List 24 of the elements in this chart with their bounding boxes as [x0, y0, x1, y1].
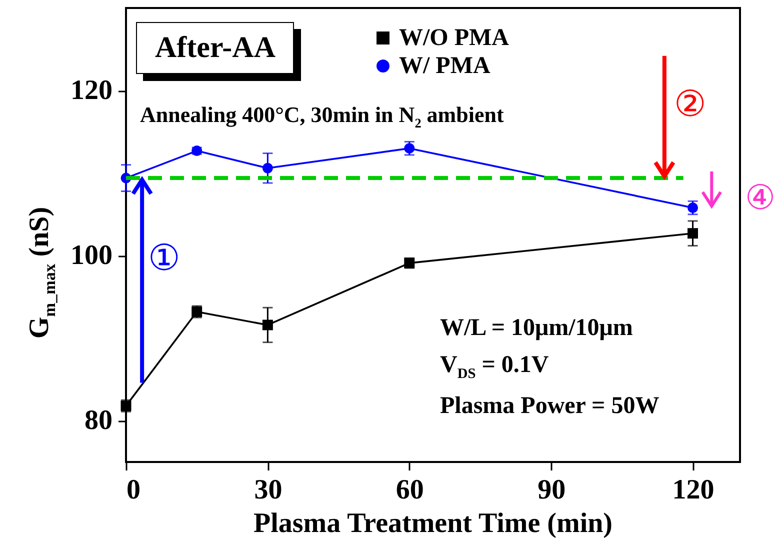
annotation: ② [674, 84, 706, 125]
legend-label: W/ PMA [399, 53, 491, 79]
annotation: V$_{DS}$ = 0.1V [440, 352, 549, 383]
x-tick-label: 120 [672, 474, 714, 506]
annotation: Plasma Power = 50W [440, 393, 660, 420]
point [688, 228, 698, 239]
y-tick-label: 100 [70, 240, 112, 272]
point [262, 162, 273, 174]
legend-label: W/O PMA [399, 25, 510, 51]
annotation: After-AA [136, 22, 294, 74]
point [262, 320, 273, 330]
annotation: W/L = 10μm/10μm [440, 315, 633, 342]
annotation: Annealing 400°C, 30min in N$_{2}$ ambient [140, 102, 504, 132]
x-axis-title: Plasma Treatment Time (min) [252, 508, 614, 540]
x-tick-label: 90 [538, 474, 566, 506]
y-tick-label: 80 [84, 405, 112, 436]
point [404, 143, 415, 154]
point [688, 202, 698, 213]
x-tick-label: 0 [126, 474, 140, 506]
annotation: ① [148, 238, 180, 279]
text: ④ [745, 178, 776, 218]
x-tick-label: 30 [254, 474, 282, 506]
y-tick-label: 120 [70, 75, 112, 106]
x-tick-label: 60 [396, 474, 424, 506]
